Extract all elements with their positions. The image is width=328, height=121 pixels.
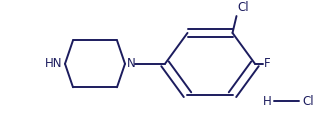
Text: H: H	[263, 95, 272, 108]
Text: Cl: Cl	[302, 95, 314, 108]
Text: N: N	[127, 57, 136, 70]
Text: Cl: Cl	[237, 1, 249, 14]
Text: F: F	[264, 57, 271, 70]
Text: HN: HN	[45, 57, 62, 70]
